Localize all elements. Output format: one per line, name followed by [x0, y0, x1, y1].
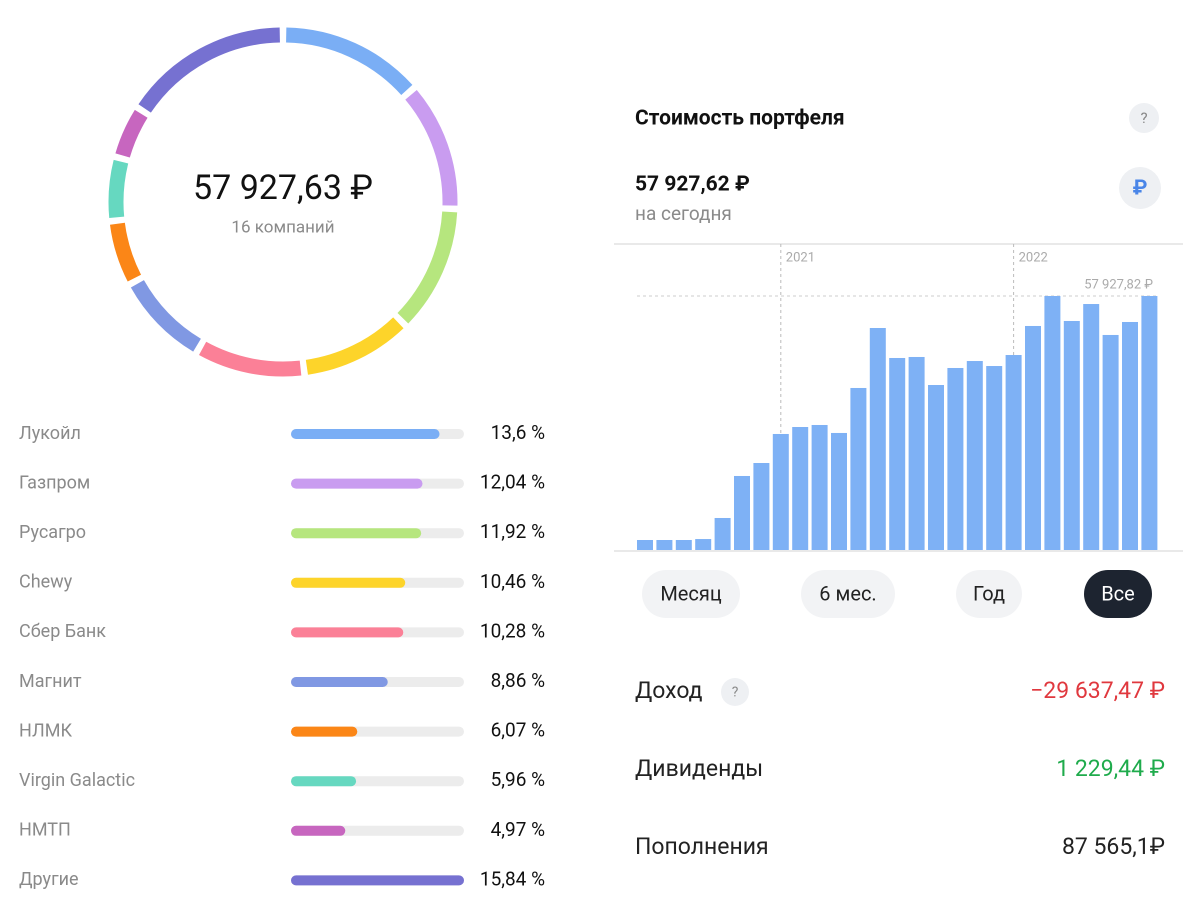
holding-name: Магнит: [19, 671, 82, 692]
donut-segment: [138, 27, 281, 113]
bar: [869, 327, 886, 550]
holding-bar: [291, 627, 404, 638]
year-label: 2021: [786, 250, 815, 265]
stat-value: −29 637,47 ₽: [1030, 677, 1165, 704]
stat-label: Пополнения: [635, 833, 769, 860]
bar: [947, 367, 964, 550]
bar: [772, 433, 789, 550]
holding-name: НМТП: [19, 820, 71, 841]
holding-name: Сбер Банк: [19, 621, 106, 642]
max-label: 57 927,82 ₽: [1084, 277, 1153, 292]
holding-percent: 10,46 %: [480, 570, 545, 593]
holding-name: Лукойл: [19, 423, 81, 444]
companies: 16 компаний: [231, 217, 334, 237]
holding-name: Другие: [19, 869, 79, 890]
holding-percent: 15,84 %: [480, 867, 545, 890]
donut-segment: [397, 211, 458, 324]
stat-label: Доход: [635, 677, 703, 704]
total: 57 927,63 ₽: [193, 168, 373, 208]
period-button[interactable]: [801, 570, 895, 618]
holding-bar: [291, 726, 358, 737]
period-label: Месяц: [660, 581, 722, 605]
holding-percent: 4,97 %: [491, 818, 545, 841]
holding-bar: [291, 875, 464, 886]
bar: [966, 361, 983, 550]
bar: [1025, 325, 1041, 550]
holding-bar: [291, 825, 346, 836]
period-label: Все: [1101, 581, 1135, 605]
bar: [695, 539, 712, 550]
holding-bar: [291, 677, 388, 687]
donut-segment: [115, 109, 148, 158]
bar: [792, 427, 809, 550]
currency-text: ₽: [1133, 177, 1148, 201]
holding-percent: 6,07 %: [491, 719, 545, 742]
caption: на сегодня: [635, 202, 732, 225]
stat-value: 87 565,1₽: [1062, 833, 1165, 860]
year-label: 2022: [1019, 250, 1048, 265]
holding-bar: [291, 577, 406, 588]
bar: [1083, 304, 1100, 550]
period-label: 6 мес.: [819, 581, 876, 605]
bar: [675, 540, 692, 550]
bar: [1122, 321, 1138, 550]
panel-title: Стоимость портфеля: [635, 107, 845, 131]
help-icon[interactable]: [1129, 103, 1159, 133]
bar: [889, 357, 906, 550]
holding-bar: [291, 478, 423, 489]
donut-segment: [405, 89, 458, 206]
donut-segment: [285, 27, 413, 96]
bar: [986, 366, 1003, 550]
bar: [734, 475, 750, 550]
holding-bar: [291, 429, 440, 439]
holding-name: Chewy: [19, 572, 73, 593]
holding-percent: 5,96 %: [491, 768, 545, 791]
donut-segment: [305, 317, 404, 375]
bar: [1005, 355, 1022, 550]
bar: [908, 356, 925, 550]
bar: [1044, 295, 1061, 550]
holding-name: НЛМК: [19, 720, 72, 741]
holding-percent: 12,04 %: [480, 471, 545, 494]
help-text: ?: [1140, 109, 1147, 127]
currency-button[interactable]: [1119, 167, 1161, 209]
stat-label: Дивиденды: [635, 755, 763, 782]
bar: [1063, 320, 1080, 550]
holding-percent: 11,92 %: [480, 520, 545, 543]
bar: [928, 385, 944, 550]
holding-name: Газпром: [19, 472, 90, 493]
amount: 57 927,62 ₽: [635, 173, 750, 197]
bar: [714, 517, 731, 550]
holding-bar: [291, 528, 422, 539]
donut-segment: [130, 280, 202, 352]
bar: [850, 387, 867, 550]
period-button[interactable]: [1084, 570, 1152, 618]
holding-bar: [291, 776, 357, 787]
period-label: Год: [973, 581, 1005, 605]
bar: [656, 540, 673, 550]
bar: [1141, 296, 1158, 550]
help-text: ?: [732, 685, 739, 701]
holding-name: Virgin Galactic: [19, 770, 135, 791]
donut-segment: [198, 341, 302, 377]
bar: [811, 424, 828, 550]
holding-name: Русагро: [19, 522, 86, 543]
bar: [1102, 334, 1119, 550]
holding-percent: 8,86 %: [491, 669, 545, 692]
bar: [831, 432, 847, 550]
donut-segment: [108, 159, 129, 219]
donut-segment: [109, 222, 142, 282]
period-button[interactable]: [956, 570, 1022, 618]
holding-percent: 13,6 %: [491, 421, 545, 444]
period-button[interactable]: [642, 570, 740, 618]
stat-value: 1 229,44 ₽: [1056, 755, 1165, 782]
holding-percent: 10,28 %: [480, 619, 545, 642]
help-icon[interactable]: [721, 678, 749, 706]
bar: [753, 463, 770, 550]
bar: [637, 540, 653, 550]
